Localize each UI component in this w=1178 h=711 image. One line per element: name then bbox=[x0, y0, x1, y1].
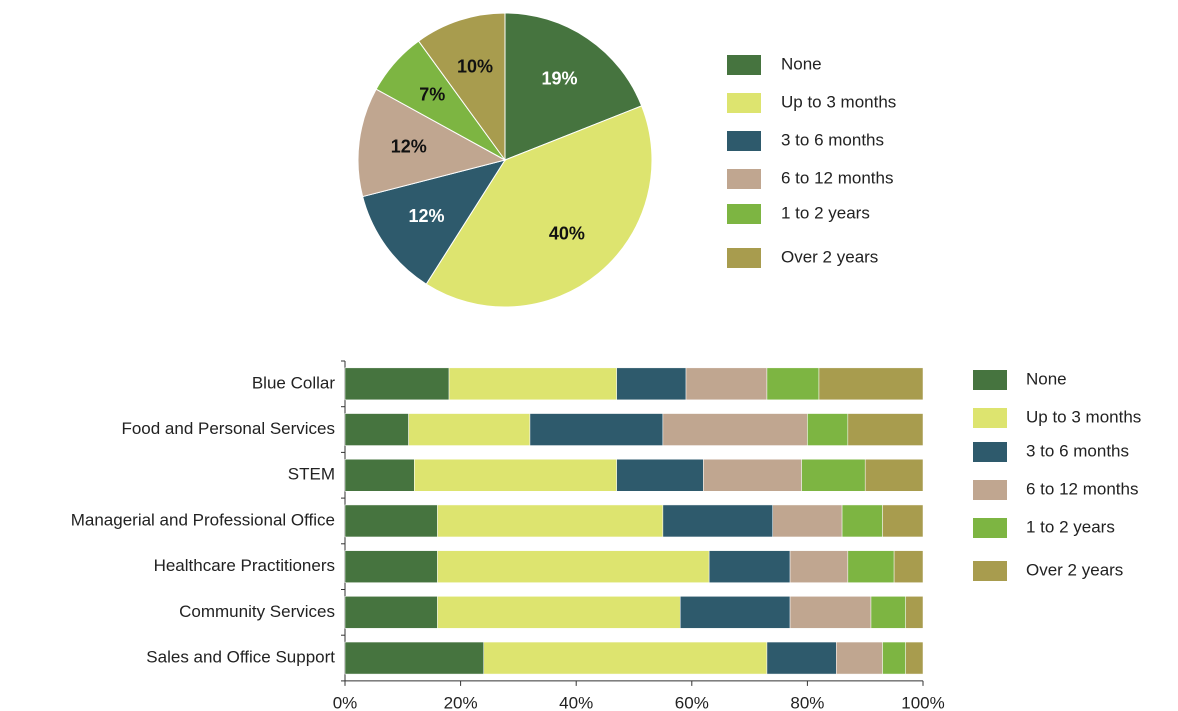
bar-segment bbox=[841, 504, 883, 538]
y-tick-label: Managerial and Professional Office bbox=[71, 510, 335, 529]
slice-label: 10% bbox=[457, 56, 493, 76]
pie-slice bbox=[362, 159, 507, 285]
bar-segment bbox=[483, 641, 768, 675]
x-tick-label: 100% bbox=[901, 693, 944, 711]
bar-segment bbox=[864, 459, 924, 492]
bar-segment bbox=[789, 596, 872, 629]
bar-segment bbox=[344, 596, 438, 629]
slice-label: 19% bbox=[542, 69, 578, 89]
bar-segment bbox=[772, 504, 843, 538]
bar-segment bbox=[847, 550, 895, 583]
bar-segment bbox=[766, 367, 820, 401]
x-tick-label: 80% bbox=[790, 693, 824, 711]
legend-swatch bbox=[973, 370, 1007, 390]
bar-segment bbox=[437, 504, 664, 538]
bar-segment bbox=[882, 504, 924, 538]
legend-label: Over 2 years bbox=[781, 247, 878, 266]
y-tick-label: Community Services bbox=[179, 602, 335, 621]
bar-segment bbox=[408, 413, 531, 446]
bar-segment bbox=[807, 413, 849, 446]
legend-label: 6 to 12 months bbox=[1026, 479, 1138, 498]
bar-segment bbox=[708, 550, 791, 583]
slice-label: 12% bbox=[391, 137, 427, 157]
legend-swatch bbox=[973, 518, 1007, 538]
bar-segment bbox=[616, 367, 687, 401]
bar-segment bbox=[766, 641, 837, 675]
bar-segment bbox=[662, 504, 773, 538]
bar-segment bbox=[529, 413, 664, 446]
slice-label: 12% bbox=[408, 206, 444, 226]
bar-segment bbox=[893, 550, 924, 583]
bar-segment bbox=[344, 413, 409, 446]
bar-segment bbox=[679, 596, 791, 629]
legend-label: 3 to 6 months bbox=[781, 130, 884, 149]
bar-segment bbox=[344, 550, 438, 583]
bar-segment bbox=[344, 459, 415, 492]
y-tick-label: Healthcare Practitioners bbox=[154, 556, 335, 575]
legend-label: None bbox=[1026, 369, 1067, 388]
pie-slice bbox=[504, 12, 643, 161]
y-tick-label: Blue Collar bbox=[252, 373, 335, 392]
bar-segment bbox=[847, 413, 924, 446]
x-tick-label: 40% bbox=[559, 693, 593, 711]
legend-swatch bbox=[727, 204, 761, 224]
pie-slice bbox=[425, 105, 653, 308]
bar-segment bbox=[703, 459, 802, 492]
bar-segment bbox=[870, 596, 906, 629]
legend-label: 1 to 2 years bbox=[1026, 517, 1115, 536]
bar-segment bbox=[905, 641, 924, 675]
bar-segment bbox=[789, 550, 849, 583]
legend-swatch bbox=[973, 408, 1007, 428]
bar-segment bbox=[344, 504, 438, 538]
legend-swatch bbox=[973, 442, 1007, 462]
bar-segment bbox=[685, 367, 768, 401]
legend-swatch bbox=[727, 55, 761, 75]
legend-label: 1 to 2 years bbox=[781, 203, 870, 222]
pie-slice bbox=[357, 88, 507, 198]
legend-label: Up to 3 months bbox=[1026, 407, 1141, 426]
legend-label: 6 to 12 months bbox=[781, 168, 893, 187]
bar-segment bbox=[801, 459, 866, 492]
y-tick-label: Food and Personal Services bbox=[121, 419, 335, 438]
legend-label: None bbox=[781, 54, 822, 73]
legend-swatch bbox=[727, 93, 761, 113]
legend-swatch bbox=[973, 561, 1007, 581]
pie-slice bbox=[417, 12, 506, 162]
bar-segment bbox=[344, 641, 484, 675]
bar-segment bbox=[344, 367, 450, 401]
y-tick-label: Sales and Office Support bbox=[146, 648, 335, 667]
legend-label: Over 2 years bbox=[1026, 560, 1123, 579]
bar-segment bbox=[818, 367, 924, 401]
bar-segment bbox=[448, 367, 617, 401]
bar-segment bbox=[882, 641, 906, 675]
legend-swatch bbox=[727, 248, 761, 268]
x-tick-label: 20% bbox=[444, 693, 478, 711]
slice-label: 40% bbox=[549, 224, 585, 244]
legend-swatch bbox=[727, 131, 761, 151]
slice-label: 7% bbox=[419, 85, 445, 105]
bar-segment bbox=[836, 641, 883, 675]
legend-swatch bbox=[973, 480, 1007, 500]
legend-label: 3 to 6 months bbox=[1026, 441, 1129, 460]
x-tick-label: 0% bbox=[333, 693, 358, 711]
bar-segment bbox=[414, 459, 617, 492]
bar-segment bbox=[616, 459, 704, 492]
legend-swatch bbox=[727, 169, 761, 189]
y-tick-label: STEM bbox=[288, 465, 335, 484]
legend-label: Up to 3 months bbox=[781, 92, 896, 111]
bar-segment bbox=[662, 413, 808, 446]
x-tick-label: 60% bbox=[675, 693, 709, 711]
bar-segment bbox=[437, 596, 681, 629]
bar-segment bbox=[905, 596, 924, 629]
bar-segment bbox=[437, 550, 710, 583]
